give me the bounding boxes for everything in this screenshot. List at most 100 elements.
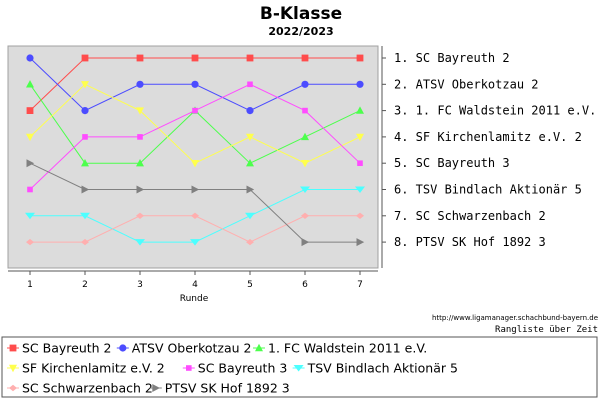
data-point xyxy=(136,80,144,88)
data-point xyxy=(302,107,308,114)
data-point xyxy=(191,160,199,168)
data-point xyxy=(357,160,363,166)
series-2 xyxy=(26,54,364,115)
data-point xyxy=(81,107,89,115)
data-point xyxy=(356,80,364,88)
series-layer xyxy=(25,54,365,247)
legend-label: TSV Bindlach Aktionär 5 xyxy=(307,361,458,376)
x-tick-label: 3 xyxy=(137,280,143,290)
series-7 xyxy=(26,212,364,246)
data-point xyxy=(356,133,364,142)
data-point xyxy=(191,54,199,62)
data-point xyxy=(81,159,89,167)
axes: 1 2 3 4 5 6 7 xyxy=(8,46,386,290)
legend-label: PTSV SK Hof 1892 3 xyxy=(165,381,290,396)
footer-caption: Rangliste über Zeit xyxy=(495,325,598,335)
data-point xyxy=(356,106,364,114)
data-point xyxy=(190,239,200,246)
data-point xyxy=(26,159,35,168)
data-point xyxy=(301,132,309,141)
data-point xyxy=(81,54,89,62)
rank-label: 5. SC Bayreuth 3 xyxy=(394,156,510,170)
series-1 xyxy=(26,54,364,114)
data-point xyxy=(356,212,364,219)
data-point xyxy=(192,107,198,114)
rank-label: 1. SC Bayreuth 2 xyxy=(394,51,510,65)
x-tick-label: 7 xyxy=(357,280,363,290)
data-point xyxy=(136,159,144,167)
data-point xyxy=(81,185,90,194)
data-point xyxy=(136,212,144,219)
data-point xyxy=(9,384,17,392)
rank-labels: 1. SC Bayreuth 2 2. ATSV Oberkotzau 2 3. 1… xyxy=(394,51,596,249)
data-point xyxy=(152,384,160,392)
data-point xyxy=(81,81,89,89)
legend-label: SC Schwarzenbach 2 xyxy=(22,381,153,396)
data-point xyxy=(293,365,304,372)
data-point xyxy=(136,107,144,115)
series-6 xyxy=(25,186,365,246)
rank-label: 8. PTSV SK Hof 1892 3 xyxy=(394,235,546,249)
data-point xyxy=(136,54,144,62)
legend-label: SC Bayreuth 3 xyxy=(198,361,287,376)
x-axis-label: Runde xyxy=(180,294,209,304)
legend-item: ATSV Oberkotzau 2 xyxy=(116,341,252,356)
rank-label: 4. SF Kirchenlamitz e.V. 2 xyxy=(394,130,582,144)
legend-item: SF Kirchenlamitz e.V. 2 xyxy=(7,361,165,376)
x-tick-label: 1 xyxy=(27,280,33,290)
data-point xyxy=(255,343,263,352)
data-point xyxy=(27,186,33,193)
data-point xyxy=(191,185,200,194)
series-4 xyxy=(26,81,364,168)
legend-label: ATSV Oberkotzau 2 xyxy=(132,341,252,356)
data-point xyxy=(300,186,310,193)
chart-title: B-Klasse xyxy=(260,4,342,24)
legend-item: SC Schwarzenbach 2 xyxy=(7,381,153,396)
data-point xyxy=(81,238,89,246)
rank-label: 3. 1. FC Waldstein 2011 e.V. xyxy=(394,104,596,118)
data-point xyxy=(191,80,199,88)
data-point xyxy=(356,238,365,247)
legend-label: SC Bayreuth 2 xyxy=(22,341,112,356)
legend-item: TSV Bindlach Aktionär 5 xyxy=(292,361,458,376)
data-point xyxy=(80,212,90,220)
data-point xyxy=(135,239,145,246)
data-point xyxy=(26,54,34,62)
series-5 xyxy=(27,81,363,193)
legend-label: SF Kirchenlamitz e.V. 2 xyxy=(22,361,165,376)
legend-item: PTSV SK Hof 1892 3 xyxy=(149,381,290,396)
x-tick-label: 5 xyxy=(247,280,253,290)
data-point xyxy=(82,134,88,140)
data-point xyxy=(136,185,145,194)
data-point xyxy=(246,238,254,246)
data-point xyxy=(26,80,34,88)
data-point xyxy=(356,54,364,62)
data-point xyxy=(246,159,254,167)
rank-label: 6. TSV Bindlach Aktionär 5 xyxy=(394,183,582,197)
data-point xyxy=(26,133,34,142)
data-point xyxy=(191,212,199,219)
data-point xyxy=(9,364,17,373)
data-point xyxy=(301,212,309,219)
data-point xyxy=(26,238,34,246)
rank-label: 7. SC Schwarzenbach 2 xyxy=(394,209,546,223)
x-tick-label: 6 xyxy=(302,280,308,290)
x-tick-label: 2 xyxy=(82,280,88,290)
data-point xyxy=(246,107,254,115)
data-point xyxy=(301,80,309,88)
series-8 xyxy=(26,159,365,247)
data-point xyxy=(137,134,143,140)
data-point xyxy=(246,185,255,194)
data-point xyxy=(247,81,253,88)
data-point xyxy=(246,133,254,142)
data-point xyxy=(301,54,309,62)
chart-subtitle: 2022/2023 xyxy=(268,25,333,38)
data-point xyxy=(9,344,17,352)
data-point xyxy=(301,160,309,168)
legend-label: 1. FC Waldstein 2011 e.V. xyxy=(268,341,427,356)
footer-url: http://www.ligamanager.schachbund-bayern… xyxy=(432,314,598,322)
legend-item: 1. FC Waldstein 2011 e.V. xyxy=(253,341,427,356)
data-point xyxy=(119,344,127,352)
data-point xyxy=(186,365,192,371)
